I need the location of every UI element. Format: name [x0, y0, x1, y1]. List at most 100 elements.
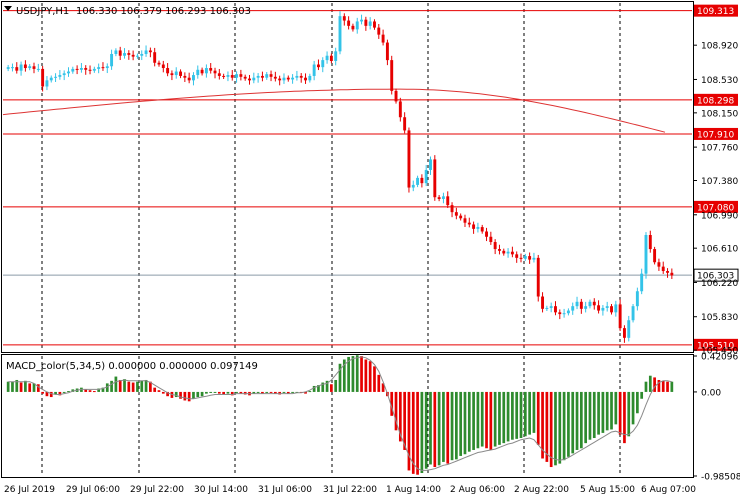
- macd-bar: [614, 391, 618, 425]
- macd-bar: [437, 391, 441, 466]
- macd-bar: [235, 391, 238, 393]
- macd-bar: [92, 391, 96, 393]
- candle-body: [670, 272, 674, 276]
- candle-body: [105, 66, 109, 69]
- macd-bar: [424, 391, 428, 469]
- candle-body: [446, 196, 450, 206]
- candle-body: [364, 19, 368, 26]
- candle-body: [648, 235, 652, 250]
- macd-bar: [6, 381, 10, 392]
- candle-body: [114, 50, 118, 54]
- time-label: 2 Aug 06:00: [450, 485, 505, 495]
- macd-bar: [282, 391, 286, 393]
- current-price-label: 106.303: [697, 272, 734, 282]
- candle-body: [562, 313, 566, 315]
- candle-body: [62, 73, 66, 76]
- macd-bar: [398, 391, 402, 442]
- macd-bar: [144, 379, 148, 392]
- macd-bar: [416, 391, 419, 475]
- macd-bar: [192, 391, 195, 399]
- candle-body: [265, 74, 269, 78]
- candle-body: [54, 76, 58, 78]
- macd-bar: [256, 391, 260, 393]
- candle-body: [84, 68, 88, 70]
- macd-bar: [541, 391, 544, 459]
- candle-body: [523, 256, 527, 259]
- macd-bar: [381, 383, 385, 392]
- macd-bar: [450, 391, 454, 461]
- macd-bar: [62, 391, 66, 393]
- price-tick-label: 106.610: [701, 245, 738, 255]
- macd-bar: [364, 359, 368, 392]
- price-tick-label: 105.830: [701, 313, 738, 323]
- macd-bar: [648, 375, 652, 392]
- macd-bar: [291, 391, 294, 393]
- level-price-label: 107.910: [697, 130, 734, 140]
- price-tick-label: 108.530: [701, 76, 738, 86]
- macd-bar: [45, 391, 49, 397]
- price-tick-label: 108.920: [701, 42, 738, 52]
- candle-body: [342, 16, 346, 21]
- candle-body: [256, 75, 260, 78]
- macd-bar: [657, 379, 661, 392]
- candle-body: [200, 69, 204, 74]
- macd-bar: [567, 391, 570, 457]
- candle-body: [558, 312, 562, 315]
- time-label: 30 Jul 14:00: [194, 485, 248, 495]
- macd-bar: [597, 391, 600, 435]
- candle-body: [571, 306, 575, 311]
- candle-body: [153, 52, 157, 63]
- macd-bar: [575, 391, 579, 450]
- candle-body: [15, 67, 19, 71]
- candle-body: [269, 74, 273, 77]
- price-tick-label: 106.990: [701, 211, 738, 221]
- candle-body: [312, 64, 316, 76]
- candle-body: [549, 306, 553, 308]
- candle-body: [661, 266, 665, 272]
- candle-body: [454, 212, 458, 216]
- macd-bar: [498, 391, 501, 445]
- level-price-box: [694, 200, 738, 213]
- candle-body: [192, 75, 195, 81]
- candle-body: [584, 306, 588, 309]
- candle-body: [450, 205, 454, 213]
- candle-body: [45, 80, 49, 87]
- macd-bar: [610, 391, 613, 430]
- candle-body: [67, 71, 70, 74]
- candle-body: [295, 75, 299, 78]
- macd-bar: [338, 363, 342, 392]
- macd-bar: [536, 391, 540, 445]
- macd-bar: [355, 355, 359, 392]
- macd-bar: [308, 391, 312, 393]
- candle-body: [248, 78, 251, 81]
- candle-body: [209, 68, 213, 71]
- macd-bar: [493, 391, 497, 447]
- candle-body: [222, 75, 226, 77]
- macd-bar: [506, 391, 510, 442]
- macd-bar: [588, 391, 592, 440]
- candle-body: [502, 250, 506, 254]
- macd-bar: [342, 359, 346, 392]
- macd-bar: [433, 391, 437, 468]
- candle-body: [118, 50, 122, 56]
- time-label: 29 Jul 22:00: [130, 485, 184, 495]
- collapse-triangle-icon[interactable]: [4, 6, 12, 11]
- candle-body: [592, 301, 596, 306]
- macd-bar: [420, 391, 424, 474]
- candle-body: [381, 34, 385, 43]
- macd-bar: [101, 387, 105, 392]
- price-tick-label: 105.450: [701, 347, 738, 357]
- candle-body: [360, 19, 364, 22]
- candle-body: [338, 16, 342, 52]
- candle-body: [6, 67, 10, 69]
- candle-body: [666, 271, 669, 273]
- candle-body: [515, 254, 519, 258]
- macd-bar: [360, 356, 363, 392]
- macd-bar: [58, 391, 62, 396]
- candle-body: [532, 257, 536, 260]
- macd-bar: [330, 384, 333, 392]
- time-label: 26 Jul 2019: [4, 485, 55, 495]
- time-label: 31 Jul 06:00: [258, 485, 312, 495]
- macd-bar: [442, 391, 445, 462]
